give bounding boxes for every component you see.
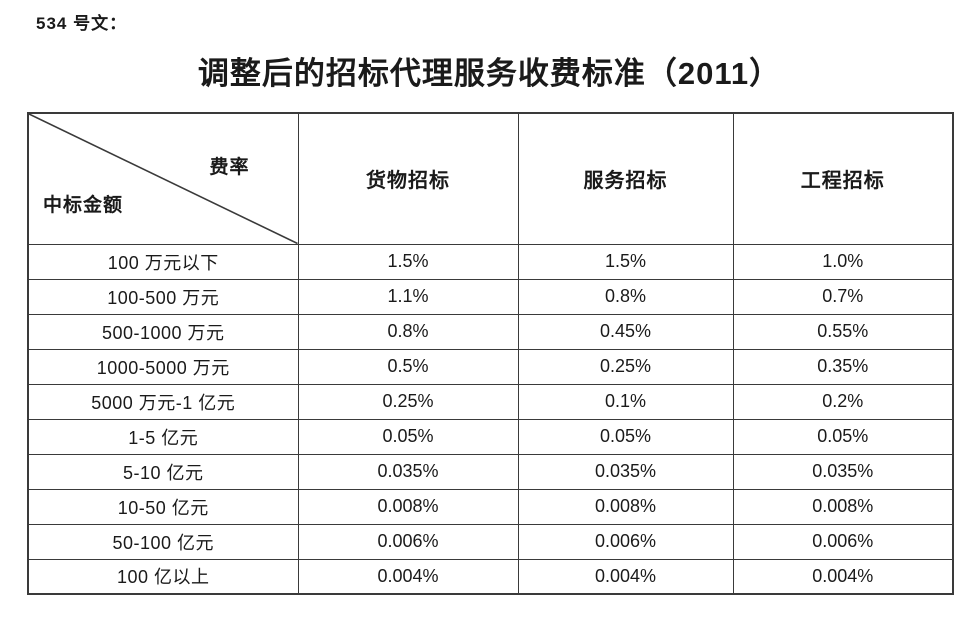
rate-cell: 0.035% [732,453,954,490]
rate-cell: 0.8% [517,278,734,315]
rate-cell: 0.25% [517,348,734,385]
rate-cell: 0.008% [732,488,954,525]
rate-cell: 0.008% [517,488,734,525]
rate-cell: 0.004% [517,558,734,595]
rate-cell: 0.006% [732,523,954,560]
rate-cell: 0.45% [517,313,734,350]
column-header-services: 服务招标 [517,112,734,245]
rate-cell: 0.1% [517,383,734,420]
rate-cell: 0.035% [297,453,519,490]
table-header-row: 费率 中标金额 货物招标 服务招标 工程招标 [27,112,954,245]
table-row: 500-1000 万元 0.8% 0.45% 0.55% [27,313,954,350]
title-year: 2011 [677,56,750,91]
rate-cell: 0.035% [517,453,734,490]
row-label-cell: 5000 万元-1 亿元 [27,383,299,420]
row-label-cell: 1000-5000 万元 [27,348,299,385]
title-text: 调整后的招标代理服务收费标准 [197,56,646,91]
row-label-cell: 100-500 万元 [27,278,299,315]
rate-cell: 0.006% [297,523,519,560]
diagonal-line [29,114,298,244]
table-row: 1-5 亿元 0.05% 0.05% 0.05% [27,418,954,455]
row-label-cell: 5-10 亿元 [27,453,299,490]
rate-cell: 0.05% [517,418,734,455]
page-title: 调整后的招标代理服务收费标准（2011） [27,48,952,93]
table-row: 100 亿以上 0.004% 0.004% 0.004% [27,558,954,595]
table-row: 10-50 亿元 0.008% 0.008% 0.008% [27,488,954,525]
title-paren-open: （ [645,56,678,91]
table-row: 5000 万元-1 亿元 0.25% 0.1% 0.2% [27,383,954,420]
rate-cell: 0.2% [732,383,954,420]
rate-cell: 0.55% [732,313,954,350]
table-row: 1000-5000 万元 0.5% 0.25% 0.35% [27,348,954,385]
rate-cell: 1.0% [732,243,954,280]
rate-cell: 0.006% [517,523,734,560]
doc-number-label: 534 号文： [36,14,128,33]
rate-cell: 0.008% [297,488,519,525]
rate-cell: 0.5% [297,348,519,385]
table-row: 100-500 万元 1.1% 0.8% 0.7% [27,278,954,315]
rate-cell: 1.5% [517,243,734,280]
rate-cell: 1.1% [297,278,519,315]
row-label-cell: 100 万元以下 [27,243,299,280]
rate-cell: 0.004% [732,558,954,595]
table-row: 50-100 亿元 0.006% 0.006% 0.006% [27,523,954,560]
corner-amount-label: 中标金额 [43,195,124,216]
rate-cell: 0.05% [732,418,954,455]
table-row: 100 万元以下 1.5% 1.5% 1.0% [27,243,954,280]
rate-cell: 0.25% [297,383,519,420]
rate-cell: 0.35% [732,348,954,385]
diagonal-corner-cell: 费率 中标金额 [27,112,299,245]
corner-fee-label: 费率 [209,157,250,178]
column-header-engineering: 工程招标 [732,112,954,245]
column-header-goods: 货物招标 [297,112,519,245]
row-label-cell: 500-1000 万元 [27,313,299,350]
row-label-cell: 1-5 亿元 [27,418,299,455]
row-label-cell: 50-100 亿元 [27,523,299,560]
table-row: 5-10 亿元 0.035% 0.035% 0.035% [27,453,954,490]
rate-cell: 0.8% [297,313,519,350]
row-label-cell: 10-50 亿元 [27,488,299,525]
rate-cell: 0.7% [732,278,954,315]
fee-rate-table: 费率 中标金额 货物招标 服务招标 工程招标 100 万元以下 1.5% 1.5… [27,112,954,595]
title-paren-close: ） [749,56,782,91]
rate-cell: 0.05% [297,418,519,455]
row-label-cell: 100 亿以上 [27,558,299,595]
rate-cell: 1.5% [297,243,519,280]
rate-cell: 0.004% [297,558,519,595]
